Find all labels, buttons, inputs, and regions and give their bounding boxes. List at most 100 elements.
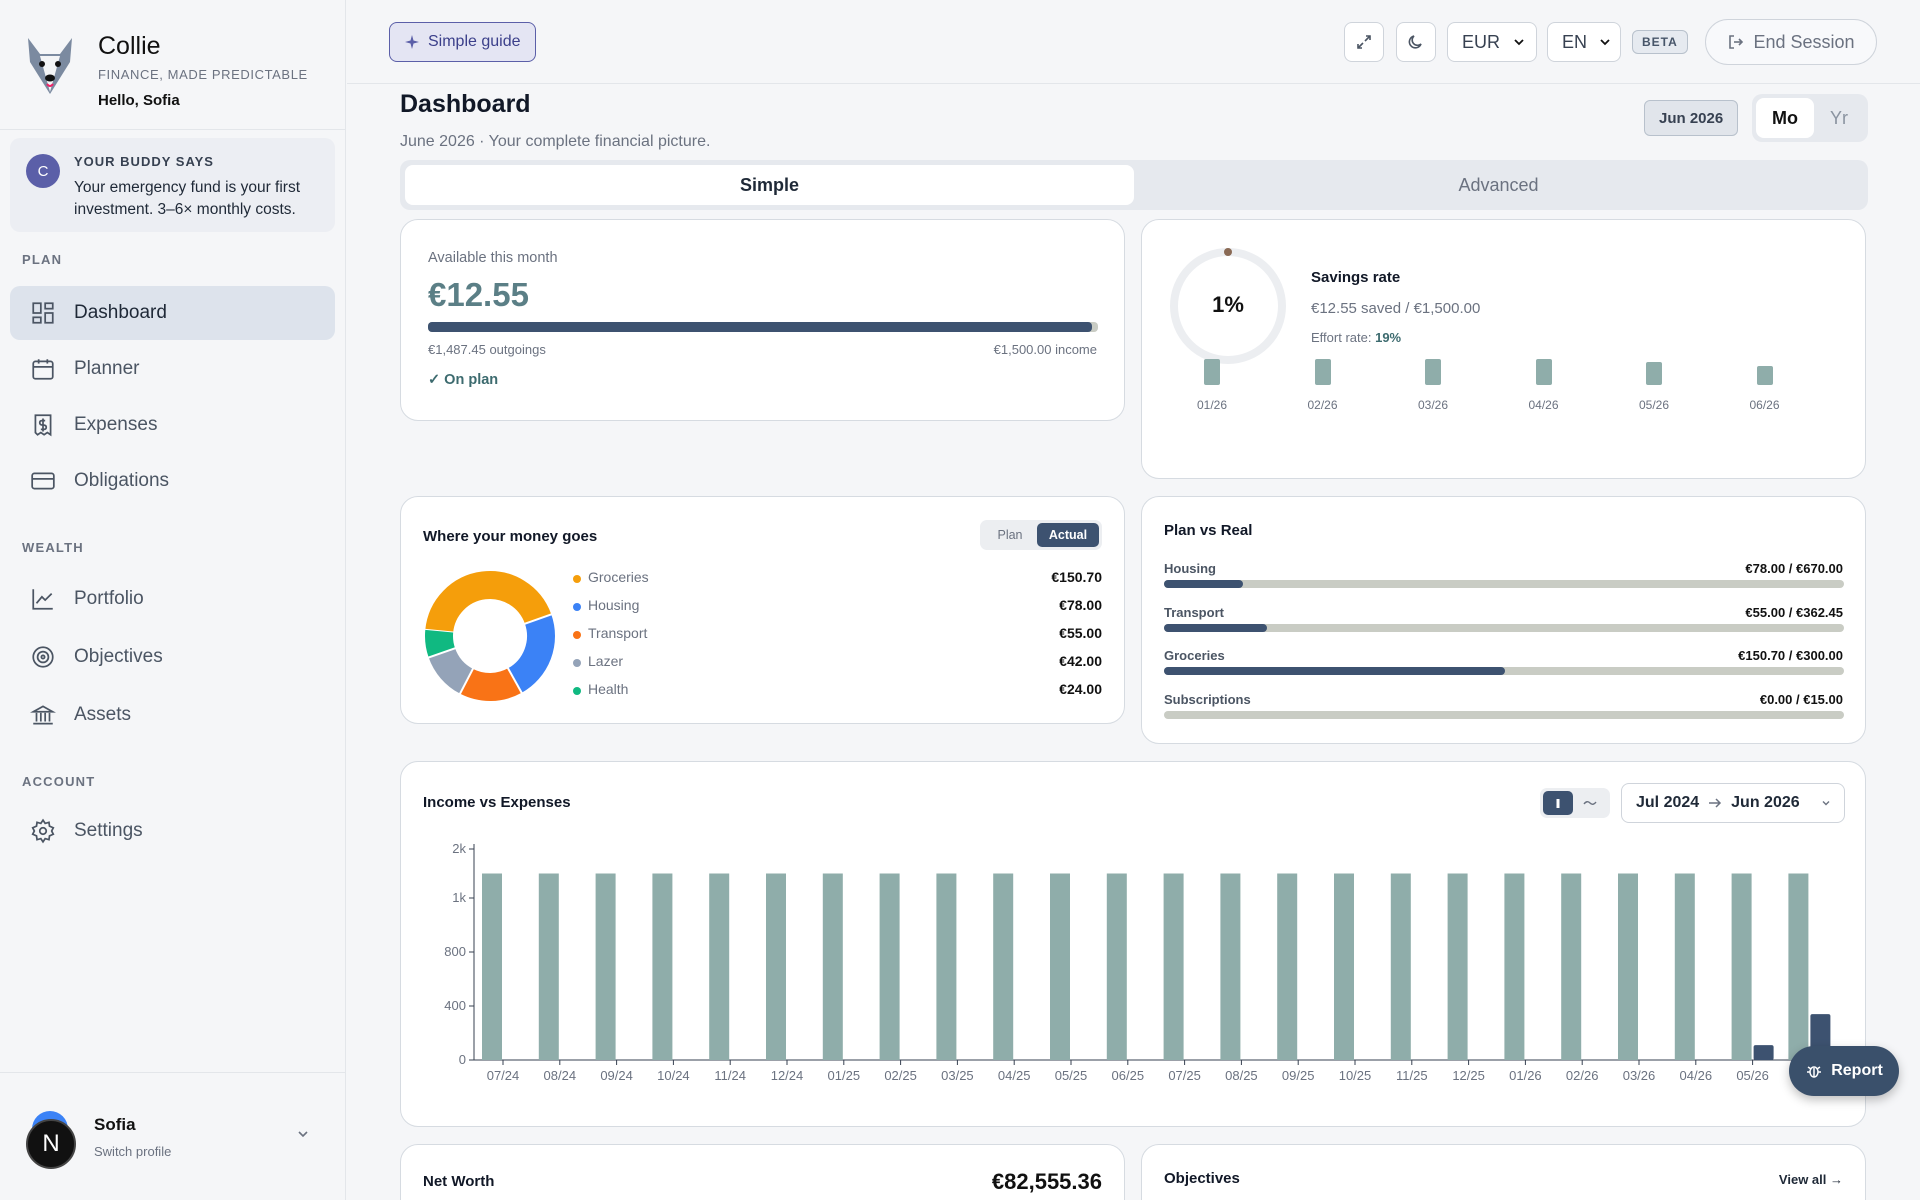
- pvr-value: €78.00 / €670.00: [1745, 561, 1843, 576]
- income-bar: [595, 873, 616, 1060]
- legend-dot: [573, 659, 581, 667]
- donut-slice: [507, 614, 555, 693]
- expand-icon: [1357, 35, 1371, 49]
- savings-bar-label: 06/26: [1749, 398, 1780, 412]
- income-bar: [822, 873, 843, 1060]
- legend-label: Lazer: [588, 653, 624, 669]
- report-button[interactable]: Report: [1789, 1046, 1899, 1096]
- plan-status: ✓ On plan: [428, 372, 499, 388]
- pvr-bar: [1164, 667, 1844, 675]
- legend-dot: [573, 603, 581, 611]
- x-tick-label: 07/24: [487, 1068, 520, 1083]
- savings-ring-progress: [1224, 248, 1232, 256]
- sidebar-item-dashboard[interactable]: Dashboard: [10, 286, 335, 340]
- toggle-actual[interactable]: Actual: [1037, 523, 1099, 547]
- sidebar-item-label: Dashboard: [74, 302, 167, 323]
- profile-sub: Switch profile: [94, 1143, 172, 1159]
- x-tick-label: 02/25: [884, 1068, 917, 1083]
- income-expenses-card: Income vs Expenses Jul 2024 Jun 2026 0 40…: [400, 761, 1866, 1127]
- legend-label: Housing: [588, 597, 640, 613]
- sidebar-item-expenses[interactable]: Expenses: [10, 398, 335, 452]
- savings-bar-label: 03/26: [1417, 398, 1449, 412]
- nav-section-account: ACCOUNT: [22, 774, 96, 789]
- legend-value: €42.00: [1059, 653, 1102, 669]
- income-bar: [766, 873, 786, 1060]
- donut-slice: [425, 629, 456, 658]
- sidebar-item-planner[interactable]: Planner: [10, 342, 335, 396]
- legend-dot: [573, 687, 581, 695]
- effort-value: 19%: [1375, 330, 1402, 345]
- income-bar: [993, 873, 1014, 1060]
- toggle-month[interactable]: Mo: [1756, 98, 1814, 138]
- legend-dot: [573, 631, 581, 639]
- savings-bar: [1204, 359, 1220, 385]
- savings-bar: [1646, 361, 1662, 385]
- donut-separator: [427, 646, 457, 659]
- pvr-bar-fill: [1164, 667, 1506, 675]
- available-progress-fill: [428, 322, 1093, 332]
- line-chart-icon: [1583, 801, 1597, 805]
- chart-line-icon: [32, 589, 53, 610]
- greeting: Hello, Sofia: [98, 92, 180, 109]
- pvr-label: Groceries: [1164, 648, 1225, 663]
- donut-slice: [460, 667, 522, 701]
- pvr-label: Transport: [1164, 604, 1224, 620]
- tab-simple[interactable]: Simple: [405, 165, 1134, 205]
- networth-value: €82,555.36: [991, 1169, 1102, 1194]
- sparkle-icon: [405, 35, 419, 49]
- sidebar-item-obligations[interactable]: Obligations: [10, 454, 335, 508]
- theme-toggle-button[interactable]: [1396, 22, 1436, 62]
- language-select[interactable]: EN: [1547, 22, 1621, 62]
- savings-bar-label: 04/26: [1528, 398, 1559, 412]
- donut-separator: [523, 613, 553, 625]
- currency-select[interactable]: EUR: [1447, 22, 1537, 62]
- plan-actual-toggle: Plan Actual: [980, 520, 1102, 550]
- x-tick-label: 01/25: [828, 1068, 861, 1083]
- range-to: Jun 2026: [1731, 794, 1800, 811]
- chevron-down-icon[interactable]: [296, 1127, 310, 1141]
- income-bar: [1674, 873, 1695, 1060]
- y-tick-label: 400: [444, 998, 466, 1013]
- fullscreen-button[interactable]: [1344, 22, 1384, 62]
- pvr-bar-fill: [1164, 623, 1268, 632]
- income-bar: [1788, 873, 1809, 1060]
- sidebar-item-objectives[interactable]: Objectives: [10, 630, 335, 684]
- objectives-view-all-link[interactable]: View all →: [1778, 1172, 1843, 1187]
- income-bar: [538, 873, 559, 1060]
- savings-bar-label: 02/26: [1307, 398, 1338, 412]
- tab-advanced[interactable]: Advanced: [1458, 174, 1539, 195]
- x-tick-label: 07/25: [1168, 1068, 1201, 1083]
- income-bar: [1220, 873, 1241, 1060]
- date-range-select[interactable]: Jul 2024 Jun 2026: [1621, 783, 1845, 823]
- pvr-value: €55.00 / €362.45: [1745, 604, 1843, 620]
- y-tick-label: 2k: [452, 841, 466, 856]
- savings-bar: [1425, 359, 1441, 385]
- language-value: EN: [1562, 31, 1588, 52]
- simple-guide-button[interactable]: Simple guide: [389, 22, 536, 62]
- line-chart-toggle[interactable]: [1573, 795, 1607, 811]
- chevron-down-icon: [1600, 39, 1610, 46]
- bar-chart-toggle[interactable]: [1543, 791, 1573, 815]
- toggle-plan[interactable]: Plan: [997, 528, 1023, 542]
- period-selector[interactable]: Jun 2026: [1644, 100, 1739, 136]
- currency-value: EUR: [1462, 31, 1501, 52]
- x-tick-label: 02/26: [1566, 1068, 1599, 1083]
- brand: Collie FINANCE, MADE PREDICTABLE Hello, …: [0, 0, 345, 130]
- legend-value: €55.00: [1059, 625, 1102, 641]
- toggle-year[interactable]: Yr: [1830, 107, 1848, 128]
- savings-bar-label: 05/26: [1638, 398, 1670, 412]
- x-tick-label: 12/25: [1452, 1068, 1485, 1083]
- sidebar-item-assets[interactable]: Assets: [10, 688, 335, 742]
- x-tick-label: 08/24: [544, 1068, 577, 1083]
- profile-switcher[interactable]: N Sofia Switch profile: [0, 1072, 346, 1200]
- end-session-button[interactable]: End Session: [1705, 19, 1877, 65]
- bug-icon: [1807, 1066, 1822, 1078]
- sidebar-item-settings[interactable]: Settings: [10, 804, 335, 858]
- legend-dot: [573, 575, 581, 583]
- income-expenses-title: Income vs Expenses: [423, 794, 571, 811]
- range-from: Jul 2024: [1636, 794, 1700, 811]
- income-bar: [1504, 873, 1525, 1060]
- x-tick-label: 04/26: [1680, 1068, 1713, 1083]
- savings-card: 1% Savings rate €12.55 saved / €1,500.00…: [1141, 219, 1866, 479]
- sidebar-item-portfolio[interactable]: Portfolio: [10, 572, 335, 626]
